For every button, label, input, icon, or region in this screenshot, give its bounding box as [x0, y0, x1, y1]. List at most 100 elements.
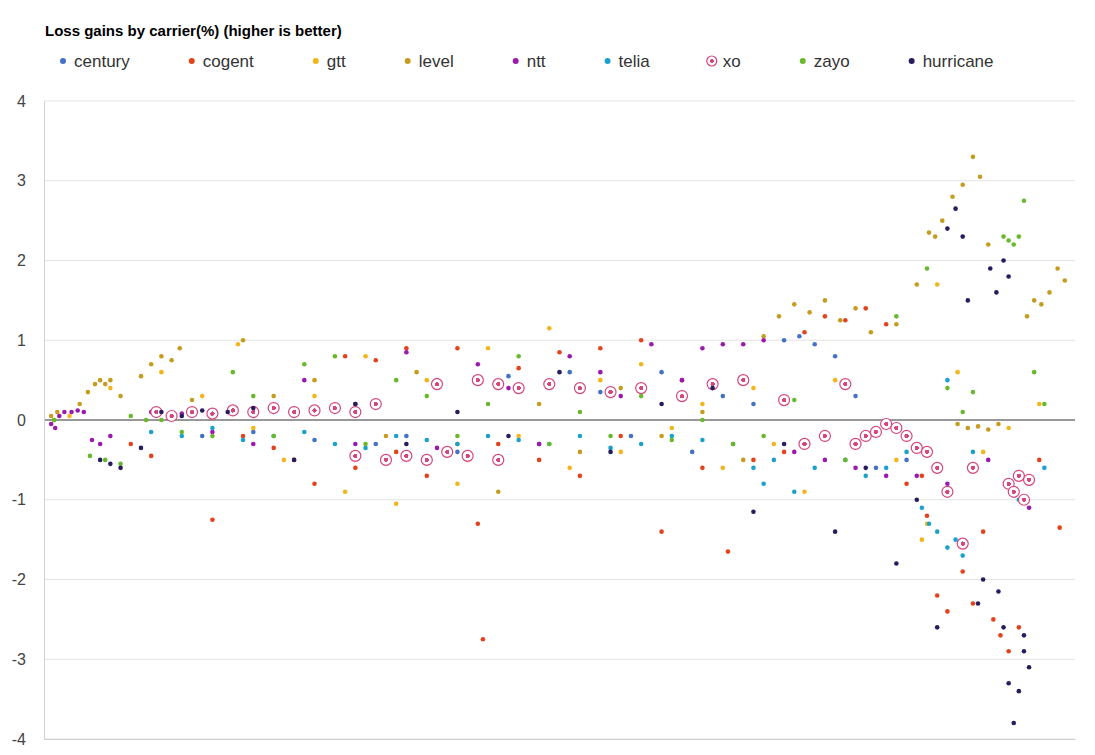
point — [996, 589, 1001, 594]
series-0 — [200, 334, 909, 470]
point — [404, 442, 409, 447]
point — [350, 407, 361, 418]
point — [486, 434, 491, 439]
point — [986, 458, 991, 463]
point — [659, 370, 664, 375]
point — [90, 438, 95, 443]
point — [49, 414, 54, 419]
point — [960, 234, 965, 239]
point — [960, 410, 965, 415]
point — [935, 282, 940, 287]
point — [98, 378, 103, 383]
point — [942, 486, 953, 497]
point — [998, 633, 1003, 638]
point — [966, 426, 971, 431]
point — [537, 458, 542, 463]
point — [812, 342, 817, 347]
point — [210, 430, 215, 435]
point — [741, 458, 746, 463]
point — [1018, 494, 1029, 505]
legend-item: gtt — [313, 52, 346, 71]
point — [128, 442, 133, 447]
point — [680, 378, 685, 383]
point — [537, 442, 542, 447]
point — [52, 418, 57, 423]
plot-area — [49, 155, 1067, 726]
point — [190, 398, 195, 403]
point — [271, 446, 276, 451]
point — [920, 505, 925, 510]
legend-marker — [800, 58, 806, 64]
point — [1062, 278, 1067, 283]
point — [932, 462, 943, 473]
point — [241, 434, 246, 439]
point — [976, 601, 981, 606]
point — [914, 497, 919, 502]
point — [840, 379, 851, 390]
point — [927, 230, 932, 235]
point — [159, 370, 164, 375]
point — [598, 346, 603, 351]
point — [1006, 274, 1011, 279]
point — [945, 386, 950, 391]
point — [894, 561, 899, 566]
series-5 — [149, 378, 1047, 558]
y-tick: 0 — [17, 412, 44, 429]
point — [139, 374, 144, 379]
point — [659, 402, 664, 407]
point — [925, 266, 930, 271]
point — [69, 410, 74, 415]
point — [159, 410, 164, 415]
point — [945, 609, 950, 614]
point — [292, 458, 297, 463]
point — [669, 426, 674, 431]
point — [853, 306, 858, 311]
point — [976, 424, 981, 429]
point — [472, 375, 483, 386]
point — [894, 322, 899, 327]
point — [797, 334, 802, 339]
legend-label: gtt — [327, 52, 346, 71]
point — [618, 434, 623, 439]
point — [700, 466, 705, 471]
point — [782, 450, 787, 455]
point — [1006, 426, 1011, 431]
point — [363, 446, 368, 451]
y-tick-label: -3 — [12, 651, 26, 668]
point — [945, 545, 950, 550]
point — [761, 482, 766, 487]
point — [920, 537, 925, 542]
series-4 — [49, 338, 1032, 510]
point — [455, 442, 460, 447]
point — [891, 422, 902, 433]
point — [608, 446, 613, 451]
point — [98, 458, 103, 463]
point — [981, 577, 986, 582]
point — [506, 386, 511, 391]
legend-item: zayo — [800, 52, 850, 71]
point — [639, 442, 644, 447]
point — [271, 434, 276, 439]
point — [971, 390, 976, 395]
point — [1017, 689, 1022, 694]
point — [394, 434, 399, 439]
point — [721, 466, 726, 471]
point — [676, 391, 687, 402]
point — [424, 474, 429, 479]
point — [1001, 625, 1006, 630]
point — [945, 378, 950, 383]
point — [159, 418, 164, 423]
point — [312, 394, 317, 399]
point — [333, 354, 338, 359]
y-tick-label: 4 — [17, 93, 26, 110]
point — [914, 474, 919, 479]
series-7 — [52, 198, 1047, 466]
point — [394, 378, 399, 383]
legend-label: cogent — [203, 52, 254, 71]
point — [251, 442, 256, 447]
point — [772, 442, 777, 447]
point — [166, 411, 177, 422]
point — [933, 234, 938, 239]
y-tick-label: -2 — [12, 571, 26, 588]
point — [53, 426, 58, 431]
